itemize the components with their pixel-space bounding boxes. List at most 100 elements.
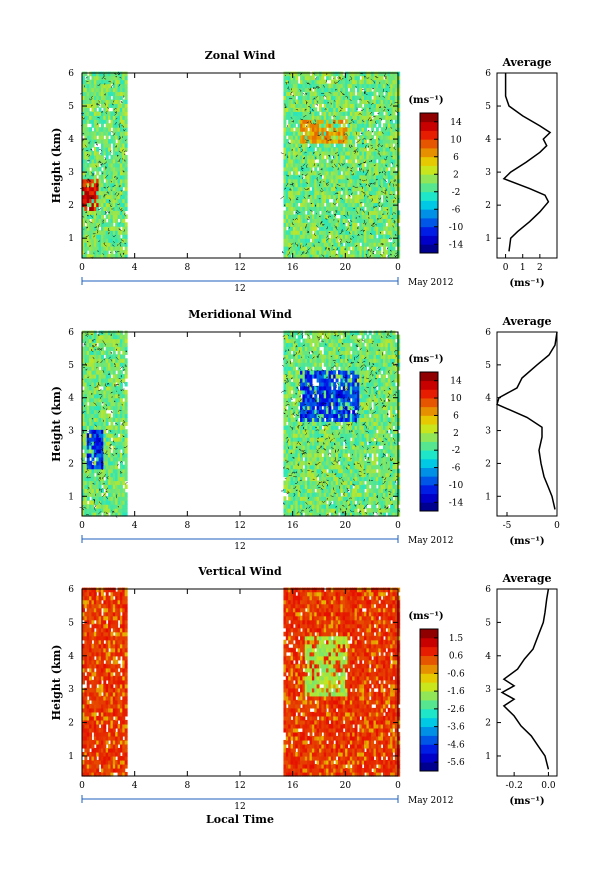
heatmap-cell xyxy=(103,409,107,415)
heatmap-cell xyxy=(84,429,88,434)
heatmap-cell xyxy=(124,437,128,442)
heatmap-cell xyxy=(314,139,318,144)
heatmap-cell xyxy=(333,182,337,188)
contour-mark xyxy=(103,83,106,85)
heatmap-cell xyxy=(323,87,327,93)
heatmap-cell xyxy=(100,202,104,208)
heatmap-cell xyxy=(295,250,299,255)
heatmap-cell xyxy=(124,202,128,208)
contour-mark xyxy=(116,177,119,180)
heatmap-cell xyxy=(311,119,315,124)
contour-mark xyxy=(92,233,96,235)
heatmap-cell xyxy=(326,218,330,223)
contour-mark xyxy=(86,240,89,243)
heatmap-cell xyxy=(307,166,311,172)
heatmap-cell xyxy=(82,222,85,227)
heatmap-cell xyxy=(105,87,109,93)
heatmap-cell xyxy=(93,79,97,85)
heatmap-cell xyxy=(330,131,334,136)
heatmap-cell xyxy=(328,147,332,152)
average-x-tick-label: 1 xyxy=(520,263,526,273)
heatmap-cell xyxy=(373,234,377,239)
heatmap-cell xyxy=(323,218,327,223)
heatmap-cell xyxy=(302,143,306,148)
heatmap-cell xyxy=(300,115,304,120)
heatmap-cell xyxy=(328,246,332,251)
heatmap-cell xyxy=(378,119,382,124)
heatmap-cell xyxy=(93,123,97,128)
heatmap-cell xyxy=(333,178,337,184)
heatmap-cell xyxy=(311,115,315,120)
heatmap-cell xyxy=(316,87,320,93)
heatmap-cell xyxy=(98,166,102,172)
heatmap-cell xyxy=(89,194,93,200)
heatmap-cell xyxy=(326,190,330,196)
contour-mark xyxy=(111,131,114,133)
heatmap-cell xyxy=(117,127,121,132)
heatmap-cell xyxy=(335,131,339,136)
heatmap-cell xyxy=(100,87,104,93)
heatmap-cell xyxy=(297,182,301,188)
heatmap-cell xyxy=(359,103,363,108)
heatmap-cell xyxy=(300,91,304,97)
heatmap-cell xyxy=(333,99,337,104)
heatmap-cell xyxy=(100,119,104,124)
heatmap-cell xyxy=(119,162,123,168)
heatmap-cell xyxy=(285,143,289,148)
heatmap-cell xyxy=(98,87,102,93)
heatmap-cell xyxy=(115,182,119,188)
heatmap-cell xyxy=(89,198,93,204)
heatmap-cell xyxy=(300,242,304,247)
heatmap-cell xyxy=(378,250,382,255)
heatmap-cell xyxy=(115,206,119,212)
heatmap-cell xyxy=(316,154,320,160)
heatmap-cell xyxy=(119,246,123,251)
contour-mark xyxy=(122,136,124,138)
heatmap-cell xyxy=(316,119,320,124)
heatmap-cell xyxy=(285,174,289,180)
heatmap-cell xyxy=(84,250,88,255)
heatmap-cell xyxy=(89,83,93,89)
heatmap-cell xyxy=(119,154,123,160)
heatmap-cell xyxy=(314,238,318,243)
heatmap-cell xyxy=(314,99,318,104)
heatmap-cell xyxy=(309,79,313,85)
heatmap-cell xyxy=(311,147,315,152)
heatmap-cell xyxy=(119,218,123,223)
heatmap-cell xyxy=(119,127,123,132)
heatmap-cell xyxy=(108,99,112,104)
heatmap-cell xyxy=(316,190,320,196)
heatmap-cell xyxy=(330,254,334,259)
heatmap-cell xyxy=(307,95,311,101)
heatmap-cell xyxy=(309,135,313,140)
heatmap-cell xyxy=(283,119,287,124)
heatmap-cell xyxy=(82,91,85,97)
heatmap-cell xyxy=(93,242,97,247)
heatmap-cell xyxy=(119,214,123,219)
heatmap-cell xyxy=(328,150,332,156)
heatmap-cell xyxy=(373,246,377,251)
heatmap-cell xyxy=(108,83,112,89)
heatmap-cell xyxy=(304,250,308,255)
heatmap-cell xyxy=(309,194,313,200)
contour-mark xyxy=(118,84,121,87)
heatmap-cell xyxy=(285,127,289,132)
heatmap-cell xyxy=(283,238,287,243)
heatmap-cell xyxy=(285,230,289,235)
heatmap-cell xyxy=(297,230,301,235)
heatmap-cell xyxy=(335,170,339,176)
heatmap-cell xyxy=(98,202,102,208)
heatmap-cell xyxy=(86,150,90,156)
heatmap-cell xyxy=(93,139,97,144)
heatmap-cell xyxy=(309,147,313,152)
heatmap-cell xyxy=(103,150,107,156)
heatmap-cell xyxy=(321,87,325,93)
heatmap-cell xyxy=(110,222,114,227)
heatmap-cell xyxy=(119,150,123,156)
heatmap-cell xyxy=(122,131,126,136)
heatmap-cell xyxy=(297,242,301,247)
heatmap-cell xyxy=(307,190,311,196)
heatmap-cell xyxy=(108,131,112,136)
heatmap-cell xyxy=(93,202,97,208)
heatmap-cell xyxy=(330,87,334,93)
